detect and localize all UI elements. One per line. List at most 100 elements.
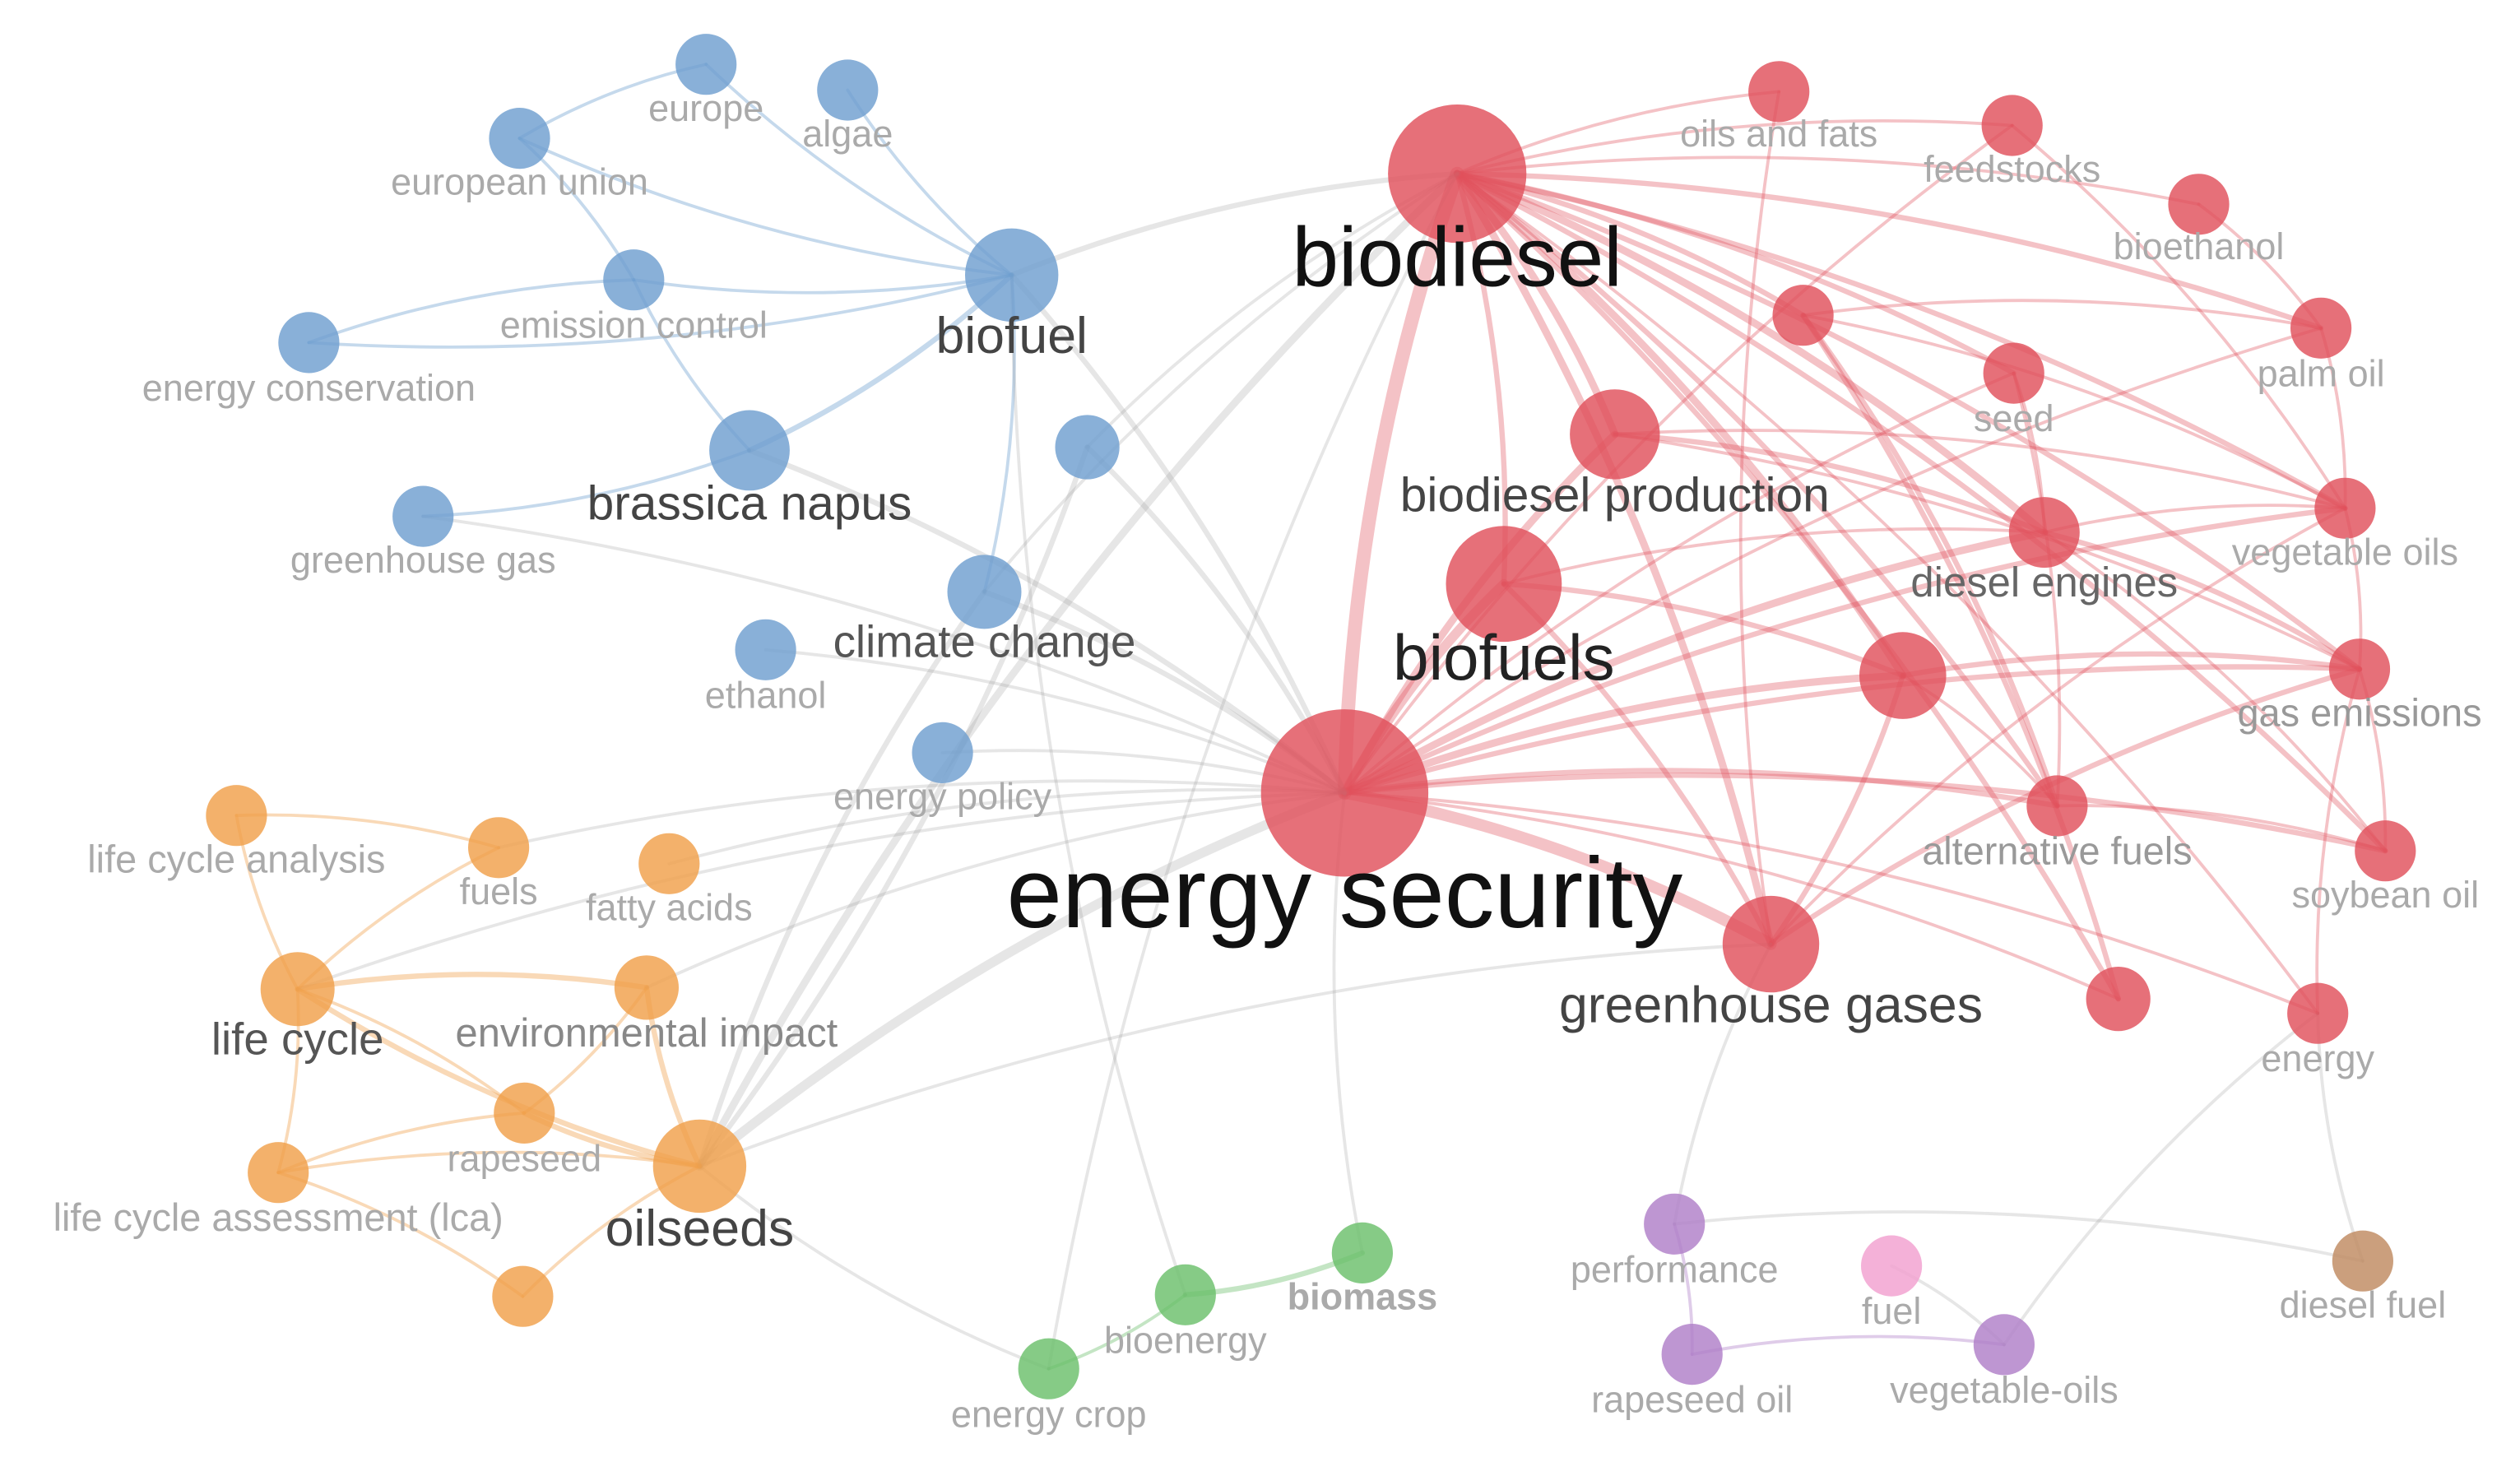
label-greenhouse-gas: greenhouse gas	[290, 539, 556, 581]
label-life-cycle-assessment: life cycle assessment (lca)	[53, 1196, 504, 1239]
node-bioenergy[interactable]	[1154, 1264, 1216, 1325]
edge-biodiesel-soybean-oil	[1455, 170, 2388, 854]
node-vegetable-oils[interactable]	[2314, 477, 2376, 539]
label-european-union: european union	[391, 161, 648, 203]
node-life-cycle[interactable]	[260, 952, 335, 1027]
edge-performance-diesel-fuel	[1673, 1210, 2365, 1263]
node-bioethanol[interactable]	[2168, 174, 2230, 235]
node-energy-policy[interactable]	[912, 722, 973, 784]
edge-ethanol-energy-security	[763, 647, 1347, 795]
edge-brassica-napus-energy-security	[746, 448, 1348, 796]
label-energy-policy: energy policy	[833, 775, 1052, 817]
label-bioenergy: bioenergy	[1104, 1319, 1267, 1361]
edge-oilseeds-climate-change	[697, 589, 987, 1169]
node-energy[interactable]	[2287, 982, 2349, 1044]
node-orange-a[interactable]	[492, 1265, 554, 1327]
edge-biodiesel-bioethanol	[1455, 155, 2201, 207]
node-red-c[interactable]	[2086, 967, 2151, 1032]
edge-biofuel-energy-conservation	[307, 273, 1014, 349]
edge-biodiesel-energy	[1455, 172, 2320, 1015]
node-fatty-acids[interactable]	[638, 833, 700, 894]
node-environmental-impact[interactable]	[614, 955, 680, 1020]
label-biomass: biomass	[1288, 1275, 1438, 1317]
node-red-a[interactable]	[1772, 285, 1834, 346]
edge-fuels-energy-security	[497, 779, 1347, 850]
node-climate-change[interactable]	[947, 555, 1022, 629]
node-greenhouse-gas[interactable]	[392, 485, 454, 547]
edge-oilseeds-greenhouse-gases	[698, 942, 1773, 1168]
edge-diesel-engines-gas-emissions	[2041, 529, 2363, 672]
node-vegetable-oils-2[interactable]	[1973, 1314, 2035, 1376]
node-life-cycle-assessment[interactable]	[248, 1142, 309, 1204]
edge-biodiesel-red-c	[1455, 170, 2121, 1002]
edge-biodiesel-production-vegetable-oils	[1613, 429, 2347, 510]
node-gas-emissions[interactable]	[2328, 638, 2391, 700]
label-fuel: fuel	[1862, 1290, 1922, 1332]
node-biodiesel-production[interactable]	[1570, 389, 1660, 480]
node-oilseeds[interactable]	[652, 1119, 747, 1214]
edge-life-cycle-energy-security	[295, 791, 1347, 991]
label-seed: seed	[1974, 397, 2054, 439]
node-energy-conservation[interactable]	[278, 312, 340, 374]
node-algae[interactable]	[817, 59, 879, 121]
node-biofuel[interactable]	[965, 228, 1059, 322]
edge-bioenergy-biofuel	[1009, 273, 1187, 1297]
node-biodiesel[interactable]	[1388, 104, 1527, 244]
label-rapeseed: rapeseed	[447, 1137, 601, 1179]
node-energy-crop[interactable]	[1018, 1338, 1079, 1399]
node-rapeseed-oil[interactable]	[1661, 1324, 1723, 1385]
edge-red-a-alternative-fuels	[1800, 312, 2060, 809]
node-alternative-fuels[interactable]	[2026, 775, 2088, 837]
node-rapeseed[interactable]	[494, 1082, 555, 1144]
edge-blue-a-oilseeds	[697, 444, 1090, 1169]
node-diesel-engines[interactable]	[2008, 497, 2080, 569]
label-energy-security: energy security	[1007, 837, 1683, 949]
edge-environmental-impact-energy-security	[645, 791, 1347, 990]
node-seed[interactable]	[1983, 342, 2044, 404]
edge-biodiesel-diesel-engines	[1453, 169, 2049, 536]
node-blue-a[interactable]	[1055, 415, 1120, 480]
label-ethanol: ethanol	[705, 674, 827, 716]
label-biofuels: biofuels	[1393, 621, 1615, 694]
label-life-cycle: life cycle	[211, 1013, 384, 1064]
label-life-cycle-analysis: life cycle analysis	[87, 838, 385, 880]
node-diesel-fuel[interactable]	[2332, 1230, 2393, 1292]
edge-biofuels-diesel-engines	[1502, 527, 2046, 586]
edge-biofuel-energy-security	[1009, 272, 1348, 796]
edge-life-cycle-assessment-orange-a	[276, 1171, 525, 1298]
node-greenhouse-gases[interactable]	[1722, 895, 1820, 993]
node-ethanol[interactable]	[735, 619, 796, 680]
network-labels: energy security biodiesel biofuels biodiese…	[53, 87, 2482, 1436]
label-fuels: fuels	[460, 870, 538, 912]
node-europe[interactable]	[675, 34, 737, 95]
label-soybean-oil: soybean oil	[2291, 874, 2479, 916]
node-oils-and-fats[interactable]	[1748, 61, 1810, 123]
edge-feedstocks-vegetable-oils	[2010, 123, 2347, 510]
node-emission-control[interactable]	[603, 249, 665, 311]
edge-biofuel-europe	[704, 63, 1014, 277]
node-energy-security[interactable]	[1260, 709, 1429, 877]
node-european-union[interactable]	[489, 108, 550, 169]
node-fuels[interactable]	[468, 817, 530, 879]
edge-biodiesel-seed	[1455, 170, 2016, 376]
label-environmental-impact: environmental impact	[456, 1011, 838, 1056]
node-soybean-oil[interactable]	[2355, 820, 2416, 882]
edge-energy-crop-oilseeds	[698, 1164, 1051, 1371]
node-biomass[interactable]	[1331, 1222, 1393, 1283]
node-red-b[interactable]	[1859, 632, 1947, 719]
node-biofuels[interactable]	[1446, 526, 1562, 643]
edge-energy-gas-emissions	[2315, 667, 2361, 1015]
node-feedstocks[interactable]	[1981, 95, 2043, 156]
edge-greenhouse-gases-oils-and-fats	[1738, 90, 1781, 946]
edge-energy-security-gas-emissions	[1342, 664, 2363, 796]
edge-red-a-red-c	[1800, 312, 2121, 1002]
node-performance[interactable]	[1644, 1193, 1706, 1255]
edge-energy-security-palm-oil	[1343, 326, 2323, 795]
node-palm-oil[interactable]	[2290, 297, 2352, 359]
edge-alternative-fuels-soybean-oil	[2055, 804, 2388, 853]
node-brassica-napus[interactable]	[709, 410, 790, 491]
node-fuel[interactable]	[1861, 1235, 1923, 1297]
edge-biodiesel-vegetable-oils	[1455, 170, 2348, 511]
node-life-cycle-analysis[interactable]	[206, 785, 267, 847]
label-energy: energy	[2261, 1037, 2374, 1079]
